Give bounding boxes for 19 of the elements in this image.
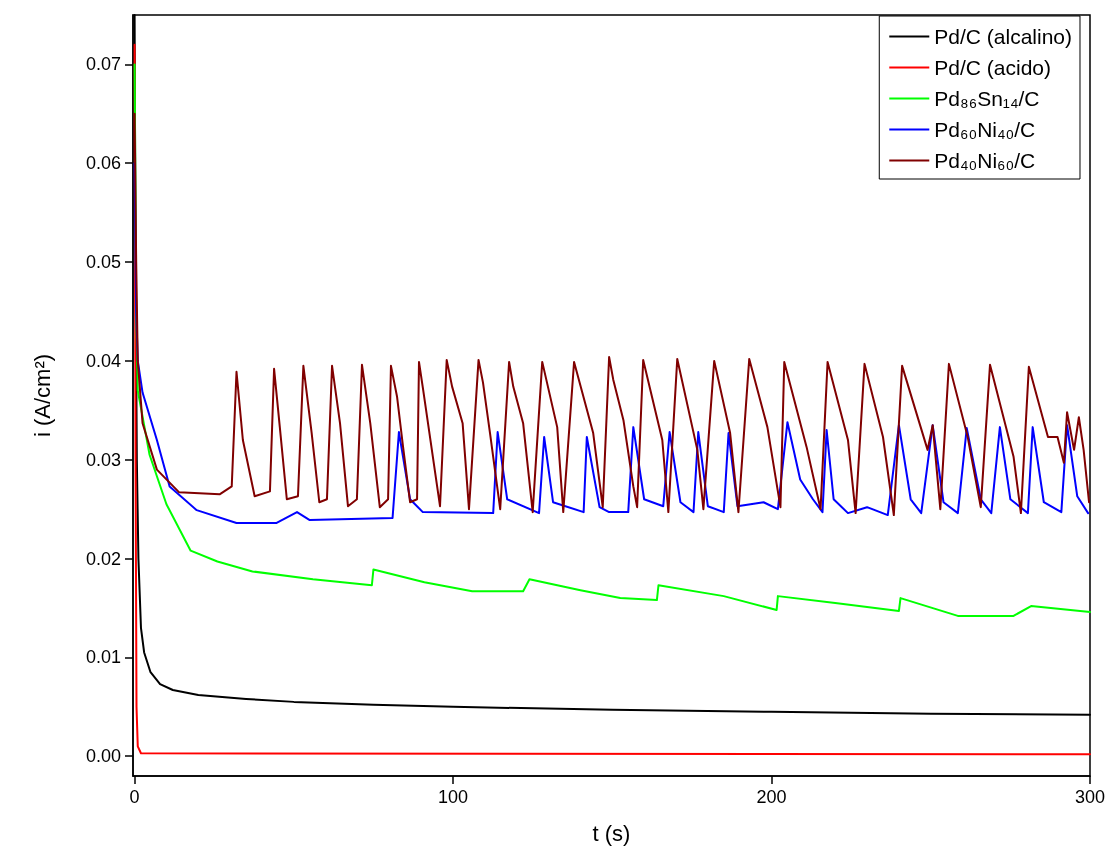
legend-label: Pd₈₆Sn₁₄/C [934,87,1040,110]
legend-label: Pd₄₀Ni₆₀/C [934,149,1036,172]
y-tick-label: 0.07 [85,54,121,75]
y-tick-label: 0.03 [85,449,121,470]
x-tick-label: 0 [129,787,140,807]
x-axis-title: t (s) [592,820,631,846]
y-tick-label: 0.04 [85,350,121,371]
y-tick-label: 0.05 [85,252,121,273]
y-tick-label: 0.01 [85,647,121,668]
x-tick-label: 100 [438,787,469,807]
y-tick-label: 0.02 [85,548,121,569]
y-tick-label: 0.06 [85,153,121,174]
x-tick-label: 300 [1074,787,1106,807]
legend-label: Pd₆₀Ni₄₀/C [934,118,1036,141]
y-tick-label: 0.00 [85,746,121,767]
legend-label: Pd/C (alcalino) [934,25,1073,48]
legend-label: Pd/C (acido) [934,56,1051,79]
y-axis-title: i (A/cm²) [29,353,55,438]
x-tick-label: 200 [756,787,787,807]
